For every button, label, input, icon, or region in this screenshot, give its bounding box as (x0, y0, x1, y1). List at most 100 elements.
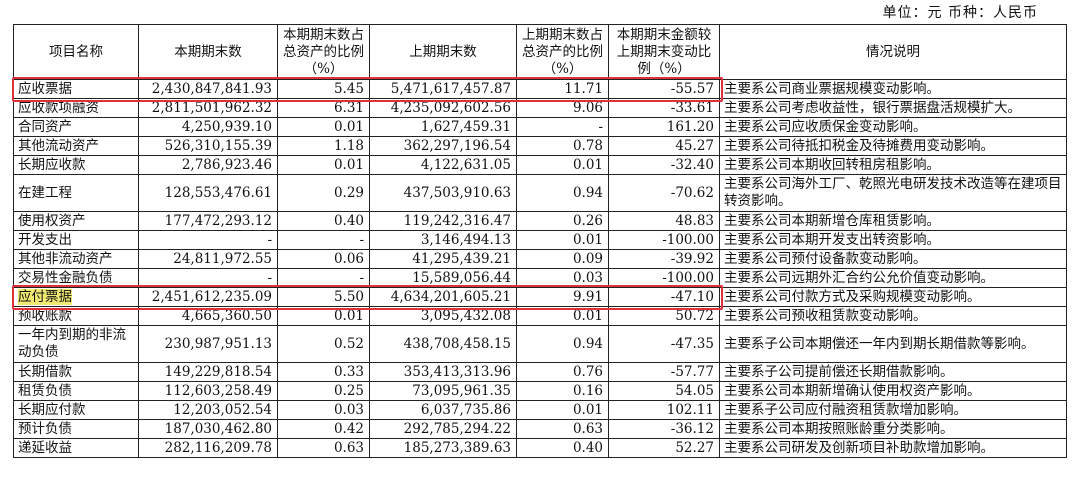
table-row: 应付票据 2,451,612,235.09 5.50 4,634,201,605.21… (13, 287, 1067, 307)
previous-amount-cell: 5,471,617,457.87 (369, 79, 517, 99)
current-ratio-cell: 0.01 (277, 155, 370, 175)
previous-amount-cell: 3,146,494.13 (369, 230, 517, 250)
current-amount-cell: 149,229,818.54 (138, 362, 278, 382)
table-row: 其他流动资产 526,310,155.39 1.18 362,297,196.54 0.… (13, 136, 1067, 156)
previous-amount-cell: 185,273,389.63 (369, 438, 517, 458)
table-row: 一年内到期的非流动负债 230,987,951.13 0.52 438,708,458… (13, 325, 1067, 363)
current-ratio-cell: 0.01 (277, 306, 370, 326)
current-ratio-cell: 0.40 (277, 211, 370, 231)
table-row: 预收账款 4,665,360.50 0.01 3,095,432.08 0.01 50.7… (13, 306, 1067, 326)
previous-amount-cell: 15,589,056.44 (369, 268, 517, 288)
current-amount-cell: 112,603,258.49 (138, 381, 278, 401)
item-name-cell: 交易性金融负债 (13, 268, 139, 288)
balance-change-table: 项目名称 本期期末数 本期期末数占总资产的比例（%） 上期期末数 上期期末数占总… (13, 24, 1067, 458)
current-amount-cell: 4,665,360.50 (138, 306, 278, 326)
description-cell: 主要系公司商业票据规模变动影响。 (719, 79, 1067, 99)
item-name-cell: 其他流动资产 (13, 136, 139, 156)
current-ratio-cell: 1.18 (277, 136, 370, 156)
item-name-cell: 租赁负债 (13, 381, 139, 401)
description-cell: 主要系公司付款方式及采购规模变动影响。 (719, 287, 1067, 307)
current-ratio-cell: - (277, 268, 370, 288)
current-ratio-cell: 0.03 (277, 400, 370, 420)
current-amount-cell: 177,472,293.12 (138, 211, 278, 231)
current-ratio-cell: 0.06 (277, 249, 370, 269)
description-cell: 主要系公司本期开发支出转资影响。 (719, 230, 1067, 250)
current-amount-cell: 128,553,476.61 (138, 174, 278, 212)
previous-ratio-cell: 0.78 (516, 136, 609, 156)
item-name-cell: 在建工程 (13, 174, 139, 212)
table-header-row: 项目名称 本期期末数 本期期末数占总资产的比例（%） 上期期末数 上期期末数占总… (13, 24, 1067, 80)
current-amount-cell: 2,451,612,235.09 (138, 287, 278, 307)
description-cell: 主要系公司本期收回转租房租影响。 (719, 155, 1067, 175)
description-cell: 主要系公司应收质保金变动影响。 (719, 117, 1067, 137)
previous-ratio-cell: 0.01 (516, 306, 609, 326)
current-amount-cell: 2,430,847,841.93 (138, 79, 278, 99)
change-ratio-cell: -33.61 (608, 98, 720, 118)
previous-amount-cell: 4,235,092,602.56 (369, 98, 517, 118)
previous-ratio-cell: 0.03 (516, 268, 609, 288)
current-amount-cell: 282,116,209.78 (138, 438, 278, 458)
item-name-cell: 使用权资产 (13, 211, 139, 231)
description-cell: 主要系子公司本期偿还一年内到期长期借款等影响。 (719, 325, 1067, 363)
previous-ratio-cell: 0.09 (516, 249, 609, 269)
previous-ratio-cell: 0.01 (516, 230, 609, 250)
item-name-cell: 应收款项融资 (13, 98, 139, 118)
current-ratio-cell: 0.42 (277, 419, 370, 439)
current-ratio-cell: 6.31 (277, 98, 370, 118)
current-ratio-cell: 0.33 (277, 362, 370, 382)
item-name-cell: 其他非流动资产 (13, 249, 139, 269)
previous-ratio-cell: 0.63 (516, 419, 609, 439)
item-name-cell: 预计负债 (13, 419, 139, 439)
change-ratio-cell: -36.12 (608, 419, 720, 439)
unit-currency-label: 单位：元 币种：人民币 (882, 5, 1038, 21)
table-row: 递延收益 282,116,209.78 0.63 185,273,389.63 0.40… (13, 438, 1067, 458)
description-cell: 主要系公司本期新增确认使用权资产影响。 (719, 381, 1067, 401)
previous-ratio-cell: 9.06 (516, 98, 609, 118)
change-ratio-cell: -47.35 (608, 325, 720, 363)
header-previous-amount: 上期期末数 (369, 24, 517, 80)
previous-amount-cell: 3,095,432.08 (369, 306, 517, 326)
item-name-cell: 一年内到期的非流动负债 (13, 325, 139, 363)
current-ratio-cell: 0.63 (277, 438, 370, 458)
highlighted-item-name: 应付票据 (18, 288, 72, 305)
description-cell: 主要系公司本期按照账龄重分类影响。 (719, 419, 1067, 439)
description-cell: 主要系公司考虑收益性，银行票据盘活规模扩大。 (719, 98, 1067, 118)
description-cell: 主要系公司待抵扣税金及待摊费用变动影响。 (719, 136, 1067, 156)
previous-ratio-cell: - (516, 117, 609, 137)
change-ratio-cell: 102.11 (608, 400, 720, 420)
previous-ratio-cell: 0.01 (516, 400, 609, 420)
current-amount-cell: 2,811,501,962.32 (138, 98, 278, 118)
change-ratio-cell: 45.27 (608, 136, 720, 156)
change-ratio-cell: 50.72 (608, 306, 720, 326)
previous-amount-cell: 73,095,961.35 (369, 381, 517, 401)
current-ratio-cell: 5.45 (277, 79, 370, 99)
change-ratio-cell: -55.57 (608, 79, 720, 99)
current-ratio-cell: 5.50 (277, 287, 370, 307)
previous-amount-cell: 6,037,735.86 (369, 400, 517, 420)
item-name-cell: 长期应付款 (13, 400, 139, 420)
item-name-cell: 长期应收款 (13, 155, 139, 175)
current-amount-cell: 24,811,972.55 (138, 249, 278, 269)
change-ratio-cell: -70.62 (608, 174, 720, 212)
header-description: 情况说明 (719, 24, 1067, 80)
item-name-cell: 递延收益 (13, 438, 139, 458)
current-amount-cell: - (138, 268, 278, 288)
previous-ratio-cell: 0.01 (516, 155, 609, 175)
table-row: 在建工程 128,553,476.61 0.29 437,503,910.63 0.94… (13, 174, 1067, 212)
current-ratio-cell: 0.25 (277, 381, 370, 401)
current-amount-cell: - (138, 230, 278, 250)
previous-amount-cell: 4,634,201,605.21 (369, 287, 517, 307)
table-row: 使用权资产 177,472,293.12 0.40 119,242,316.47 0.2… (13, 211, 1067, 231)
table-row: 开发支出 - -3,146,494.13 0.01 -100.00 主要系公司本期开发支出… (13, 230, 1067, 250)
description-cell: 主要系公司预收租赁款变动影响。 (719, 306, 1067, 326)
table-row: 长期应收款 2,786,923.46 0.01 4,122,631.05 0.01 -32… (13, 155, 1067, 175)
item-name-cell: 应收票据 (13, 79, 139, 99)
previous-amount-cell: 292,785,294.22 (369, 419, 517, 439)
change-ratio-cell: 54.05 (608, 381, 720, 401)
table-row: 预计负债 187,030,462.80 0.42 292,785,294.22 0.63… (13, 419, 1067, 439)
description-cell: 主要系公司海外工厂、乾照光电研发技术改造等在建项目转资影响。 (719, 174, 1067, 212)
header-current-amount: 本期期末数 (138, 24, 278, 80)
current-amount-cell: 230,987,951.13 (138, 325, 278, 363)
previous-ratio-cell: 11.71 (516, 79, 609, 99)
table-row: 租赁负债 112,603,258.49 0.25 73,095,961.35 0.16 5… (13, 381, 1067, 401)
